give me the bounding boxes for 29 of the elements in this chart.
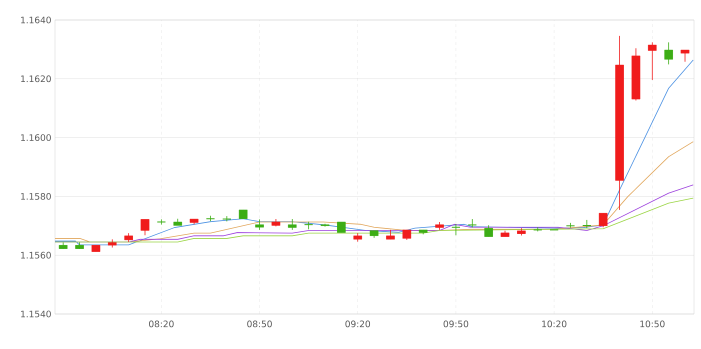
x-tick-label: 09:20	[345, 320, 370, 328]
x-tick-label: 08:50	[247, 320, 272, 328]
candlestick	[680, 50, 690, 62]
candlestick	[156, 218, 166, 226]
candlestick	[484, 224, 493, 238]
candlestick	[648, 42, 657, 80]
candlestick	[566, 222, 576, 228]
candlestick	[140, 218, 150, 236]
y-tick-label: 1.1580	[21, 193, 51, 200]
candlestick	[337, 222, 346, 233]
y-tick-label: 1.1640	[21, 16, 51, 24]
x-tick-label: 08:20	[149, 320, 174, 328]
x-tick-label: 09:50	[444, 320, 468, 328]
candlestick	[451, 224, 461, 236]
candlestick	[288, 218, 297, 230]
y-tick-label: 1.1600	[21, 134, 51, 141]
candlestick	[598, 212, 608, 228]
x-tick-label: 10:50	[640, 320, 665, 328]
x-tick-label: 10:20	[542, 320, 566, 328]
y-tick-label: 1.1620	[21, 75, 51, 82]
y-tick-label: 1.1540	[21, 310, 51, 318]
candlestick	[206, 215, 216, 222]
candlestick	[402, 230, 412, 240]
candlestick	[255, 218, 264, 230]
candlestick	[386, 230, 395, 240]
candlestick	[304, 221, 314, 230]
y-tick-label: 1.1560	[21, 252, 51, 259]
candlestick	[664, 42, 673, 65]
line-series	[55, 198, 694, 242]
